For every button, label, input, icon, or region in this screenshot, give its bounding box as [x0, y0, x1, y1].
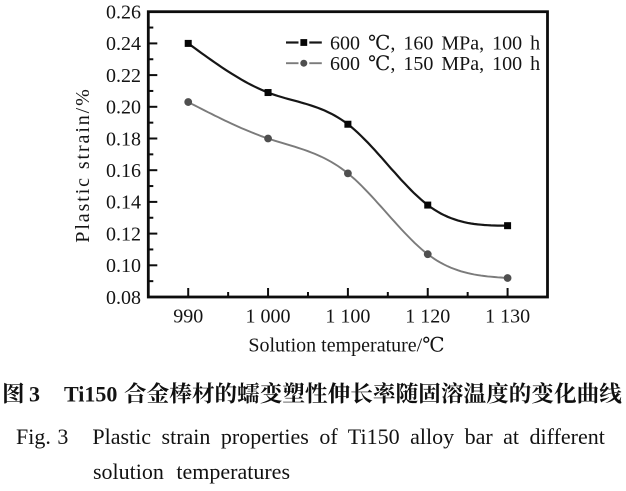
y-tick-label: 0.12	[106, 223, 141, 245]
y-tick-label: 0.16	[106, 160, 141, 182]
data-point-square	[344, 120, 352, 128]
data-point-circle	[184, 98, 193, 106]
caption-english-line2: solution temperatures	[93, 459, 291, 484]
caption-english-text: Plastic strain properties of Ti150 alloy…	[92, 424, 605, 449]
legend: 600 ℃, 160 MPa, 100 h 600 ℃, 150 MPa, 10…	[286, 33, 540, 75]
data-point-square	[264, 89, 272, 97]
legend-circle-marker	[300, 59, 308, 67]
x-axis-title: Solution temperature/℃	[248, 335, 444, 357]
x-tick-label: 1 120	[405, 306, 450, 328]
x-tick-label: 1 130	[485, 306, 530, 328]
y-tick-label: 0.14	[106, 192, 141, 214]
legend-item-1: 600 ℃, 150 MPa, 100 h	[286, 53, 540, 75]
data-point-circle	[344, 169, 352, 178]
data-point-square	[504, 222, 512, 230]
y-axis-ticks	[148, 10, 158, 298]
y-tick-label: 0.10	[106, 255, 141, 277]
y-tick-label: 0.26	[106, 2, 141, 24]
y-tick-label: 0.20	[106, 97, 141, 119]
data-point-circle	[423, 250, 432, 259]
caption-figure-label: Fig. 3	[16, 424, 69, 449]
x-axis-ticks	[187, 288, 509, 297]
y-axis-tick-labels: 0.26 0.24 0.22 0.20 0.18 0.16 0.14 0.12 0.10 0.08	[106, 2, 141, 309]
y-axis-title: Plastic strain/%	[72, 87, 94, 242]
x-tick-label: 990	[173, 306, 203, 328]
legend-label-1: 600 ℃, 150 MPa, 100 h	[330, 53, 540, 75]
data-point-circle	[503, 274, 512, 282]
legend-label-0: 600 ℃, 160 MPa, 100 h	[330, 33, 540, 55]
legend-item-0: 600 ℃, 160 MPa, 100 h	[286, 33, 540, 55]
line-chart: 990 1 000 1 100 1 120 1 130 0.26 0.24 0.22 0.20…	[72, 2, 549, 357]
x-tick-label: 1 100	[325, 306, 370, 328]
caption-english-line1: Fig. 3 Plastic strain properties of Ti150…	[16, 424, 605, 450]
y-tick-label: 0.24	[106, 33, 141, 55]
data-point-circle	[264, 134, 272, 143]
caption-zh-alloy-name: Ti150	[64, 382, 117, 407]
legend-square-marker	[300, 39, 308, 46]
data-point-square	[424, 201, 432, 209]
x-tick-label: 1 000	[246, 306, 291, 328]
data-point-square	[184, 39, 192, 47]
series-markers	[184, 39, 512, 282]
x-axis-tick-labels: 990 1 000 1 100 1 120 1 130	[173, 306, 530, 328]
y-tick-label: 0.18	[106, 128, 141, 150]
y-tick-label: 0.22	[106, 65, 141, 87]
caption-zh-figure-number: 3	[29, 382, 40, 407]
y-tick-label: 0.08	[106, 287, 141, 309]
